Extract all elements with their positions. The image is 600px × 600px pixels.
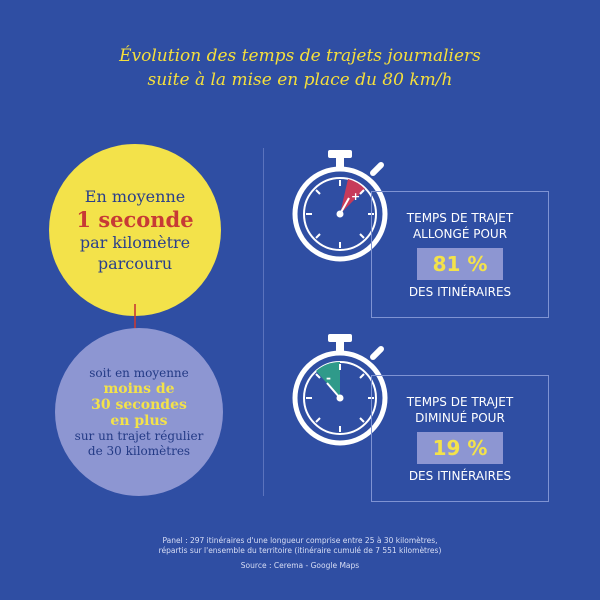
- stat-1-value: 81 %: [417, 248, 503, 280]
- yellow-highlight: 1 seconde: [76, 207, 194, 232]
- title-line-2: suite à la mise en place du 80 km/h: [147, 70, 453, 90]
- stat-2-line-4: DES ITINÉRAIRES: [408, 469, 512, 483]
- footer: Panel : 297 itinéraires d'une longueur c…: [0, 536, 600, 571]
- yellow-line-4: parcouru: [97, 254, 173, 273]
- title-line-1: Évolution des temps de trajets journalie…: [119, 46, 481, 66]
- purple-bold-2: 30 secondes: [91, 396, 187, 413]
- purple-bold-1: moins de: [103, 380, 175, 397]
- stat-2-line-2: DIMINUÉ POUR: [415, 411, 505, 425]
- stopwatch-plus-icon: +: [292, 150, 388, 262]
- stat-2-line-1: TEMPS DE TRAJET: [406, 395, 514, 409]
- stat-2-value: 19 %: [417, 432, 503, 464]
- page-title: Évolution des temps de trajets journalie…: [0, 44, 600, 92]
- yellow-line-3: par kilomètre: [79, 233, 191, 252]
- stopwatch-minus-icon: -: [292, 334, 388, 446]
- purple-line-6: de 30 kilomètres: [87, 443, 191, 458]
- purple-circle-callout: soit en moyenne moins de 30 secondes en …: [55, 328, 223, 496]
- yellow-line-1: En moyenne: [84, 187, 186, 206]
- stat-1-line-4: DES ITINÉRAIRES: [408, 285, 512, 299]
- purple-bold-3: en plus: [110, 412, 168, 429]
- purple-line-5: sur un trajet régulier: [74, 428, 204, 443]
- stat-box-decrease: TEMPS DE TRAJET DIMINUÉ POUR 19 % DES IT…: [371, 375, 549, 502]
- footer-line-1: Panel : 297 itinéraires d'une longueur c…: [162, 536, 438, 545]
- stat-1-line-1: TEMPS DE TRAJET: [406, 211, 514, 225]
- minus-sign: -: [326, 371, 331, 385]
- footer-line-2: répartis sur l'ensemble du territoire (i…: [158, 546, 442, 555]
- stat-box-increase: TEMPS DE TRAJET ALLONGÉ POUR 81 % DES IT…: [371, 191, 549, 318]
- vertical-divider: [263, 148, 264, 496]
- yellow-circle-callout: En moyenne 1 seconde par kilomètre parco…: [49, 144, 221, 316]
- footer-source: Source : Cerema - Google Maps: [240, 561, 360, 570]
- purple-line-1: soit en moyenne: [89, 365, 189, 380]
- plus-sign: +: [351, 190, 360, 203]
- stat-1-line-2: ALLONGÉ POUR: [412, 227, 508, 241]
